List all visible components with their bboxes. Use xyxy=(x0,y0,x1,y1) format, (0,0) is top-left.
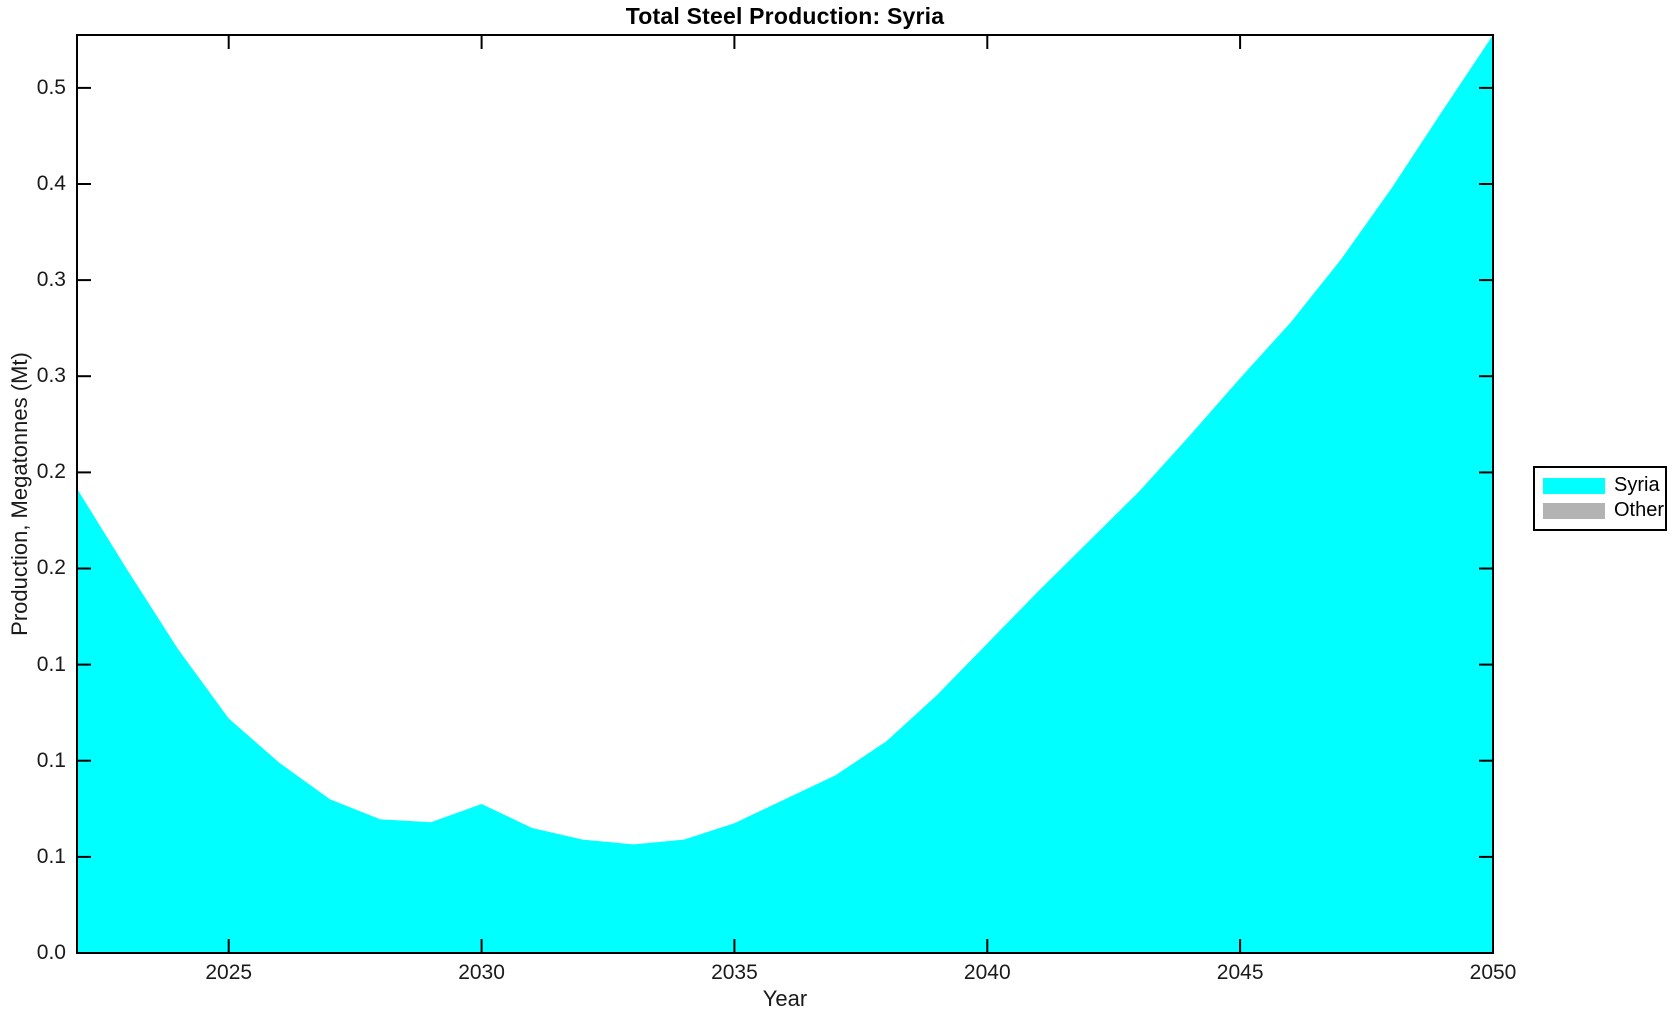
x-tick-label: 2045 xyxy=(1216,961,1264,984)
x-axis-label: Year xyxy=(762,986,808,1011)
axes-frame xyxy=(76,34,1494,954)
y-tick-label: 0.2 xyxy=(36,460,66,484)
y-tick-label: 0.2 xyxy=(36,556,66,580)
y-axis-label: Production, Megatonnes (Mt) xyxy=(7,352,32,636)
x-tick-label: 2040 xyxy=(963,961,1011,984)
legend-swatch-syria xyxy=(1543,477,1605,494)
legend-item-other: Other xyxy=(1543,499,1664,522)
legend: Syria Other xyxy=(1533,466,1667,531)
y-tick-label: 0.1 xyxy=(36,748,66,772)
legend-swatch-other xyxy=(1543,502,1605,519)
y-tick-label: 0.5 xyxy=(36,75,66,99)
legend-item-syria: Syria xyxy=(1543,474,1660,497)
x-tick-label: 2030 xyxy=(458,961,505,984)
x-tick-label: 2035 xyxy=(711,961,758,984)
x-tick-label: 2050 xyxy=(1469,961,1517,984)
area-series-syria xyxy=(77,35,1493,953)
y-tick-label: 0.1 xyxy=(36,652,66,676)
chart-title: Total Steel Production: Syria xyxy=(625,3,945,29)
y-tick-label: 0.3 xyxy=(36,268,66,292)
y-tick-label: 0.4 xyxy=(36,171,66,195)
x-tick-label: 2025 xyxy=(205,961,253,984)
y-tick-label: 0.1 xyxy=(36,844,66,868)
y-tick-label: 0.3 xyxy=(36,364,66,388)
legend-label: Syria xyxy=(1614,474,1660,496)
legend-label: Other xyxy=(1614,499,1665,521)
y-tick-label: 0.0 xyxy=(36,941,66,964)
